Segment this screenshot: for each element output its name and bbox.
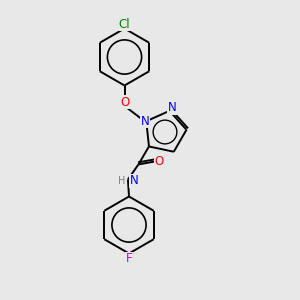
Text: Cl: Cl — [119, 17, 130, 31]
Text: N: N — [168, 101, 177, 114]
Text: N: N — [129, 175, 138, 188]
Text: N: N — [140, 115, 149, 128]
Text: H: H — [118, 176, 125, 186]
Text: O: O — [120, 95, 129, 109]
Text: O: O — [155, 155, 164, 168]
Text: F: F — [126, 252, 132, 266]
